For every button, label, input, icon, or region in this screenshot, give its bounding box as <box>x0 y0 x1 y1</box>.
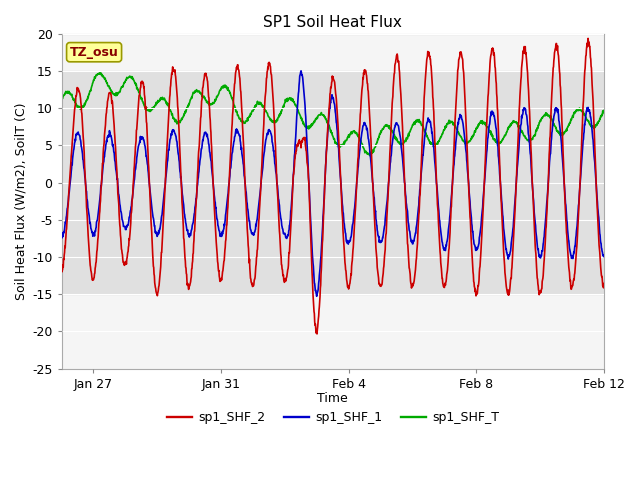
sp1_SHF_1 <box>297 68 305 74</box>
sp1_SHF_T <box>58 95 65 101</box>
sp1_SHF_2 <box>584 36 592 41</box>
sp1_SHF_2 <box>73 92 81 97</box>
sp1_SHF_1 <box>58 233 65 239</box>
Bar <box>61 71 604 294</box>
sp1_SHF_1 <box>600 254 608 260</box>
sp1_SHF_1 <box>350 214 358 220</box>
sp1_SHF_T <box>73 102 81 108</box>
Legend: sp1_SHF_2, sp1_SHF_1, sp1_SHF_T: sp1_SHF_2, sp1_SHF_1, sp1_SHF_T <box>161 406 504 429</box>
sp1_SHF_1 <box>313 293 321 299</box>
sp1_SHF_1 <box>193 183 201 189</box>
sp1_SHF_1 <box>147 193 154 199</box>
sp1_SHF_T <box>366 153 374 158</box>
sp1_SHF_2 <box>313 331 321 337</box>
sp1_SHF_T <box>349 128 357 134</box>
sp1_SHF_T <box>96 70 104 76</box>
sp1_SHF_2 <box>481 165 489 170</box>
sp1_SHF_2 <box>600 285 608 290</box>
sp1_SHF_2 <box>58 266 65 272</box>
sp1_SHF_T <box>600 108 608 113</box>
sp1_SHF_T <box>147 108 155 114</box>
sp1_SHF_2 <box>349 244 357 250</box>
Y-axis label: Soil Heat Flux (W/m2), SoilT (C): Soil Heat Flux (W/m2), SoilT (C) <box>15 103 28 300</box>
Line: sp1_SHF_1: sp1_SHF_1 <box>61 71 604 296</box>
X-axis label: Time: Time <box>317 392 348 405</box>
sp1_SHF_T <box>194 89 202 95</box>
Text: TZ_osu: TZ_osu <box>70 46 118 59</box>
sp1_SHF_T <box>179 116 186 121</box>
Line: sp1_SHF_T: sp1_SHF_T <box>61 73 604 156</box>
sp1_SHF_T <box>481 122 489 128</box>
Line: sp1_SHF_2: sp1_SHF_2 <box>61 38 604 334</box>
sp1_SHF_1 <box>481 168 489 173</box>
sp1_SHF_2 <box>178 199 186 205</box>
sp1_SHF_1 <box>73 132 81 138</box>
sp1_SHF_2 <box>193 178 201 183</box>
Title: SP1 Soil Heat Flux: SP1 Soil Heat Flux <box>264 15 403 30</box>
sp1_SHF_1 <box>178 188 186 193</box>
sp1_SHF_2 <box>147 210 154 216</box>
